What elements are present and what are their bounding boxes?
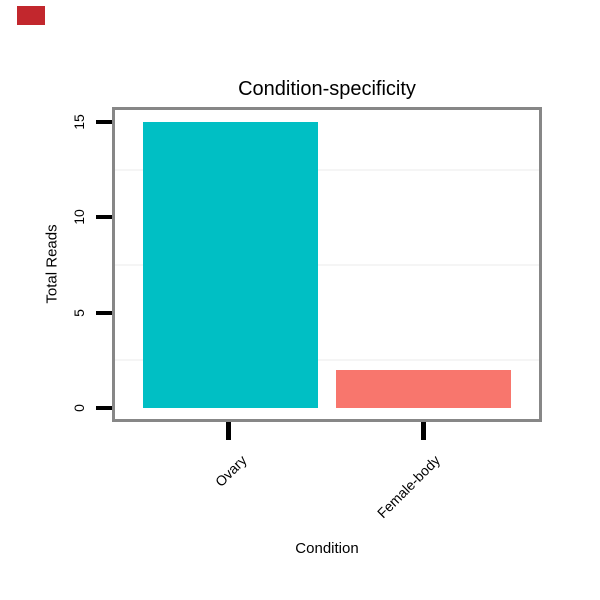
minor-gridline <box>115 264 539 266</box>
plot-panel <box>112 107 542 422</box>
x-tick <box>421 422 426 440</box>
y-tick-label: 5 <box>71 309 87 317</box>
red-corner-marker <box>17 6 45 25</box>
minor-gridline <box>115 169 539 171</box>
y-axis-title: Total Reads <box>43 224 61 304</box>
x-tick-label-female-body: Female-body <box>374 452 444 522</box>
y-tick-label: 0 <box>71 404 87 412</box>
x-axis-title: Condition <box>295 540 359 557</box>
minor-gridline <box>115 359 539 361</box>
y-tick-label: 15 <box>71 114 87 130</box>
y-tick <box>96 311 112 315</box>
y-tick-label: 10 <box>71 209 87 225</box>
x-tick-label-ovary: Ovary <box>211 452 250 490</box>
y-tick <box>96 215 112 219</box>
bar-female-body <box>336 370 511 408</box>
chart-title: Condition-specificity <box>238 78 416 100</box>
x-tick <box>226 422 231 440</box>
y-tick <box>96 120 112 124</box>
bar-ovary <box>143 122 318 408</box>
y-tick <box>96 406 112 410</box>
